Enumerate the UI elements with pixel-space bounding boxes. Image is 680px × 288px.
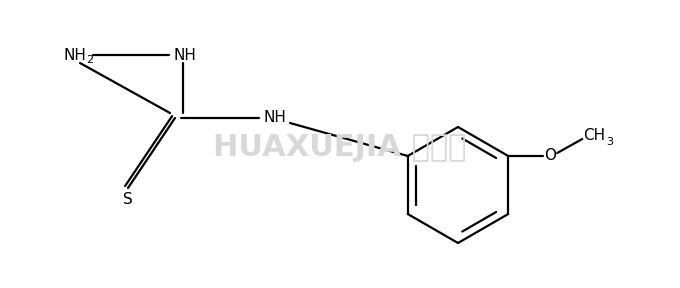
Text: HUAXUEJIA 化学加: HUAXUEJIA 化学加	[214, 134, 466, 162]
Text: 2: 2	[86, 55, 94, 65]
Text: S: S	[123, 192, 133, 207]
Text: 3: 3	[606, 137, 613, 147]
Text: NH: NH	[173, 48, 197, 62]
Text: NH: NH	[264, 111, 286, 126]
Text: O: O	[544, 149, 556, 164]
Text: NH: NH	[63, 48, 86, 62]
Text: CH: CH	[583, 128, 605, 143]
